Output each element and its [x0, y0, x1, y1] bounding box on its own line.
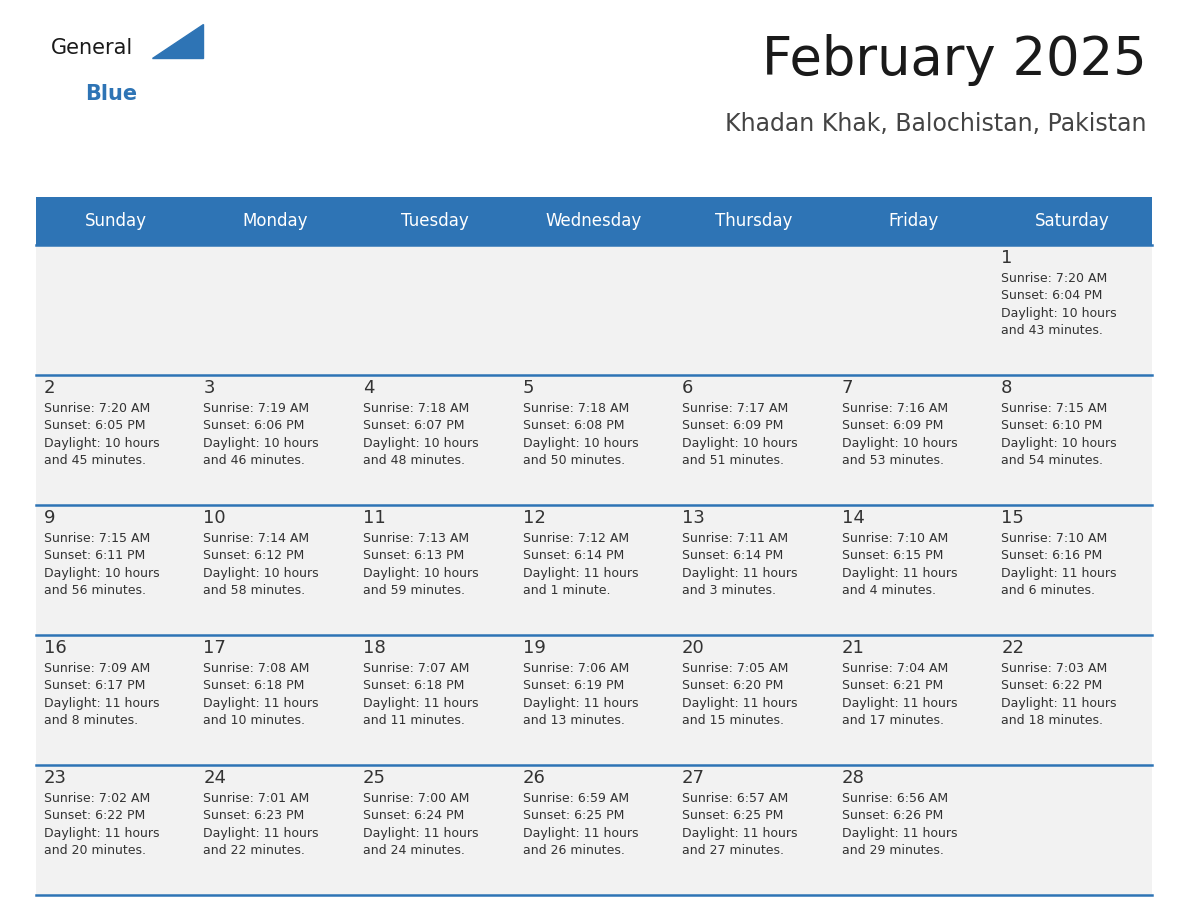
- Text: Sunrise: 7:07 AM
Sunset: 6:18 PM
Daylight: 11 hours
and 11 minutes.: Sunrise: 7:07 AM Sunset: 6:18 PM Dayligh…: [364, 662, 479, 727]
- Text: 8: 8: [1001, 379, 1012, 397]
- Text: Sunrise: 7:04 AM
Sunset: 6:21 PM
Daylight: 11 hours
and 17 minutes.: Sunrise: 7:04 AM Sunset: 6:21 PM Dayligh…: [841, 662, 958, 727]
- Text: 1: 1: [1001, 249, 1012, 267]
- Text: Sunrise: 7:11 AM
Sunset: 6:14 PM
Daylight: 11 hours
and 3 minutes.: Sunrise: 7:11 AM Sunset: 6:14 PM Dayligh…: [682, 532, 797, 598]
- Text: Wednesday: Wednesday: [545, 212, 643, 230]
- Text: 24: 24: [203, 769, 227, 787]
- Polygon shape: [152, 24, 203, 59]
- Text: 5: 5: [523, 379, 535, 397]
- Text: 21: 21: [841, 639, 865, 657]
- Text: 16: 16: [44, 639, 67, 657]
- Text: 18: 18: [364, 639, 386, 657]
- Text: 28: 28: [841, 769, 865, 787]
- Text: Sunday: Sunday: [84, 212, 146, 230]
- Text: Sunrise: 7:18 AM
Sunset: 6:07 PM
Daylight: 10 hours
and 48 minutes.: Sunrise: 7:18 AM Sunset: 6:07 PM Dayligh…: [364, 402, 479, 467]
- Text: Sunrise: 6:57 AM
Sunset: 6:25 PM
Daylight: 11 hours
and 27 minutes.: Sunrise: 6:57 AM Sunset: 6:25 PM Dayligh…: [682, 792, 797, 857]
- Text: Sunrise: 7:15 AM
Sunset: 6:11 PM
Daylight: 10 hours
and 56 minutes.: Sunrise: 7:15 AM Sunset: 6:11 PM Dayligh…: [44, 532, 159, 598]
- Text: Thursday: Thursday: [715, 212, 792, 230]
- Text: Sunrise: 6:56 AM
Sunset: 6:26 PM
Daylight: 11 hours
and 29 minutes.: Sunrise: 6:56 AM Sunset: 6:26 PM Dayligh…: [841, 792, 958, 857]
- Text: Sunrise: 7:16 AM
Sunset: 6:09 PM
Daylight: 10 hours
and 53 minutes.: Sunrise: 7:16 AM Sunset: 6:09 PM Dayligh…: [841, 402, 958, 467]
- Text: Sunrise: 7:03 AM
Sunset: 6:22 PM
Daylight: 11 hours
and 18 minutes.: Sunrise: 7:03 AM Sunset: 6:22 PM Dayligh…: [1001, 662, 1117, 727]
- Text: 27: 27: [682, 769, 706, 787]
- Text: 23: 23: [44, 769, 67, 787]
- Text: 22: 22: [1001, 639, 1024, 657]
- Text: 20: 20: [682, 639, 704, 657]
- Text: Tuesday: Tuesday: [400, 212, 468, 230]
- Text: 10: 10: [203, 509, 226, 527]
- Text: Sunrise: 6:59 AM
Sunset: 6:25 PM
Daylight: 11 hours
and 26 minutes.: Sunrise: 6:59 AM Sunset: 6:25 PM Dayligh…: [523, 792, 638, 857]
- Text: Sunrise: 7:10 AM
Sunset: 6:15 PM
Daylight: 11 hours
and 4 minutes.: Sunrise: 7:10 AM Sunset: 6:15 PM Dayligh…: [841, 532, 958, 598]
- Text: 19: 19: [523, 639, 545, 657]
- Text: Sunrise: 7:01 AM
Sunset: 6:23 PM
Daylight: 11 hours
and 22 minutes.: Sunrise: 7:01 AM Sunset: 6:23 PM Dayligh…: [203, 792, 320, 857]
- Text: 6: 6: [682, 379, 694, 397]
- Text: 4: 4: [364, 379, 374, 397]
- Text: Saturday: Saturday: [1035, 212, 1110, 230]
- Text: Sunrise: 7:12 AM
Sunset: 6:14 PM
Daylight: 11 hours
and 1 minute.: Sunrise: 7:12 AM Sunset: 6:14 PM Dayligh…: [523, 532, 638, 598]
- Text: Sunrise: 7:05 AM
Sunset: 6:20 PM
Daylight: 11 hours
and 15 minutes.: Sunrise: 7:05 AM Sunset: 6:20 PM Dayligh…: [682, 662, 797, 727]
- Text: Blue: Blue: [86, 84, 138, 104]
- Text: 7: 7: [841, 379, 853, 397]
- Text: Monday: Monday: [242, 212, 308, 230]
- Text: Sunrise: 7:19 AM
Sunset: 6:06 PM
Daylight: 10 hours
and 46 minutes.: Sunrise: 7:19 AM Sunset: 6:06 PM Dayligh…: [203, 402, 320, 467]
- Text: 13: 13: [682, 509, 704, 527]
- Text: Khadan Khak, Balochistan, Pakistan: Khadan Khak, Balochistan, Pakistan: [725, 112, 1146, 136]
- Text: Sunrise: 7:14 AM
Sunset: 6:12 PM
Daylight: 10 hours
and 58 minutes.: Sunrise: 7:14 AM Sunset: 6:12 PM Dayligh…: [203, 532, 320, 598]
- Text: 11: 11: [364, 509, 386, 527]
- Text: Sunrise: 7:13 AM
Sunset: 6:13 PM
Daylight: 10 hours
and 59 minutes.: Sunrise: 7:13 AM Sunset: 6:13 PM Dayligh…: [364, 532, 479, 598]
- Text: 14: 14: [841, 509, 865, 527]
- Text: 2: 2: [44, 379, 56, 397]
- Text: Sunrise: 7:02 AM
Sunset: 6:22 PM
Daylight: 11 hours
and 20 minutes.: Sunrise: 7:02 AM Sunset: 6:22 PM Dayligh…: [44, 792, 159, 857]
- Text: 26: 26: [523, 769, 545, 787]
- Text: 9: 9: [44, 509, 56, 527]
- Text: Sunrise: 7:18 AM
Sunset: 6:08 PM
Daylight: 10 hours
and 50 minutes.: Sunrise: 7:18 AM Sunset: 6:08 PM Dayligh…: [523, 402, 638, 467]
- Text: General: General: [51, 39, 133, 59]
- Text: Sunrise: 7:20 AM
Sunset: 6:05 PM
Daylight: 10 hours
and 45 minutes.: Sunrise: 7:20 AM Sunset: 6:05 PM Dayligh…: [44, 402, 159, 467]
- Text: 3: 3: [203, 379, 215, 397]
- Text: Sunrise: 7:08 AM
Sunset: 6:18 PM
Daylight: 11 hours
and 10 minutes.: Sunrise: 7:08 AM Sunset: 6:18 PM Dayligh…: [203, 662, 320, 727]
- Text: Sunrise: 7:00 AM
Sunset: 6:24 PM
Daylight: 11 hours
and 24 minutes.: Sunrise: 7:00 AM Sunset: 6:24 PM Dayligh…: [364, 792, 479, 857]
- Text: 15: 15: [1001, 509, 1024, 527]
- Text: Sunrise: 7:09 AM
Sunset: 6:17 PM
Daylight: 11 hours
and 8 minutes.: Sunrise: 7:09 AM Sunset: 6:17 PM Dayligh…: [44, 662, 159, 727]
- Text: February 2025: February 2025: [762, 34, 1146, 86]
- Text: 12: 12: [523, 509, 545, 527]
- Text: Sunrise: 7:20 AM
Sunset: 6:04 PM
Daylight: 10 hours
and 43 minutes.: Sunrise: 7:20 AM Sunset: 6:04 PM Dayligh…: [1001, 272, 1117, 338]
- Text: 17: 17: [203, 639, 227, 657]
- Text: Sunrise: 7:06 AM
Sunset: 6:19 PM
Daylight: 11 hours
and 13 minutes.: Sunrise: 7:06 AM Sunset: 6:19 PM Dayligh…: [523, 662, 638, 727]
- Text: Sunrise: 7:17 AM
Sunset: 6:09 PM
Daylight: 10 hours
and 51 minutes.: Sunrise: 7:17 AM Sunset: 6:09 PM Dayligh…: [682, 402, 797, 467]
- Text: Friday: Friday: [887, 212, 939, 230]
- Text: 25: 25: [364, 769, 386, 787]
- Text: Sunrise: 7:10 AM
Sunset: 6:16 PM
Daylight: 11 hours
and 6 minutes.: Sunrise: 7:10 AM Sunset: 6:16 PM Dayligh…: [1001, 532, 1117, 598]
- Text: Sunrise: 7:15 AM
Sunset: 6:10 PM
Daylight: 10 hours
and 54 minutes.: Sunrise: 7:15 AM Sunset: 6:10 PM Dayligh…: [1001, 402, 1117, 467]
